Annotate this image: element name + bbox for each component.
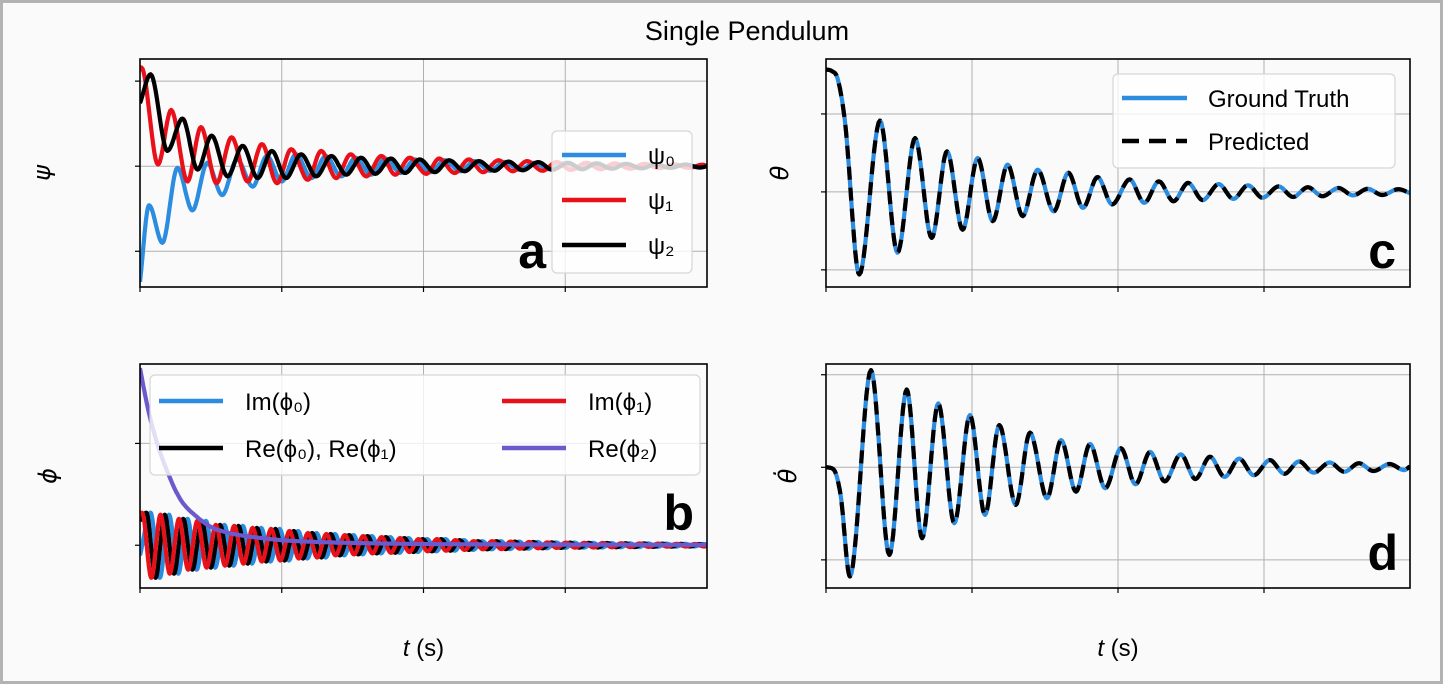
- series-line-1: [826, 368, 1410, 579]
- legend: Im(ϕ₀) Re(ϕ₀), Re(ϕ₁) Im(ϕ₁) Re(ϕ₂): [149, 374, 701, 476]
- legend-label: ψ₂: [648, 233, 674, 260]
- y-axis-label: ϕ: [34, 468, 62, 484]
- axes-frame: [139, 58, 708, 288]
- x-axis-variable: t: [1097, 635, 1110, 662]
- legend-label: Re(ϕ₂): [588, 436, 657, 463]
- panel-c: θ Ground Truth Predicted c: [766, 58, 1411, 292]
- panel-tag: c: [1368, 223, 1396, 279]
- series-group: [826, 67, 1410, 277]
- legend: ψ₀ ψ₁ ψ₂: [551, 130, 693, 274]
- x-axis-label: t (s): [1097, 635, 1138, 662]
- axes-frame: [825, 58, 1411, 288]
- legend-label: Im(ϕ₀): [245, 389, 311, 416]
- legend-label: Re(ϕ₀), Re(ϕ₁): [245, 436, 397, 463]
- axes-frame: [139, 363, 708, 589]
- legend-label: ψ₀: [648, 143, 675, 170]
- y-axis-label: ψ: [28, 164, 56, 181]
- series-group: [826, 368, 1410, 579]
- panel-tag: a: [518, 223, 547, 279]
- figure-title: Single Pendulum: [645, 16, 849, 46]
- legend-label: ψ₁: [648, 188, 673, 215]
- legend-label: Ground Truth: [1208, 86, 1349, 113]
- axes-frame: [825, 363, 1411, 589]
- series-group: [140, 367, 707, 580]
- panel-d: θ̇ t (s) d: [773, 363, 1411, 662]
- legend: Ground Truth Predicted: [1112, 73, 1396, 169]
- x-axis-variable: t: [403, 635, 416, 662]
- legend-label: Predicted: [1208, 129, 1309, 156]
- x-axis-unit: (s): [416, 635, 444, 662]
- panel-tag: d: [1367, 525, 1398, 581]
- panel-b: ϕ t (s) Im(ϕ₀) Re(ϕ₀), Re(ϕ₁) Im(ϕ₁) Re(ϕ₂)b: [34, 363, 708, 662]
- series-line-1: [826, 67, 1410, 277]
- panel-a: ψ ψ₀ ψ₁ ψ₂ a: [28, 58, 708, 292]
- x-axis-unit: (s): [1111, 635, 1139, 662]
- panel-tag: b: [663, 485, 694, 541]
- legend-label: Im(ϕ₁): [588, 389, 652, 416]
- y-axis-label: θ: [766, 165, 794, 180]
- x-axis-label: t (s): [403, 635, 444, 662]
- y-axis-label: θ̇: [773, 468, 802, 483]
